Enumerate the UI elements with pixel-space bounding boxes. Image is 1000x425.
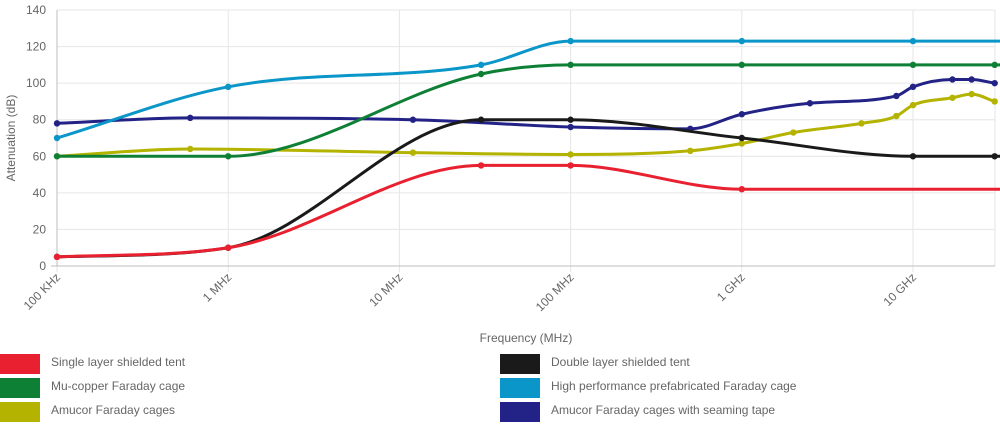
y-tick-label: 100	[26, 76, 46, 90]
data-point[interactable]	[790, 129, 797, 136]
series-line	[55, 77, 997, 131]
data-point[interactable]	[806, 100, 814, 107]
data-point[interactable]	[53, 153, 61, 160]
series-group	[53, 37, 1000, 142]
x-tick-label: 100 KHz	[21, 270, 63, 312]
data-point[interactable]	[968, 90, 975, 98]
data-point[interactable]	[991, 61, 998, 69]
chart-grid	[56, 9, 996, 272]
y-tick-label: 80	[33, 113, 47, 127]
data-point[interactable]	[949, 94, 956, 101]
legend-swatch	[500, 354, 540, 374]
data-point[interactable]	[225, 153, 232, 160]
y-tick-label: 140	[26, 3, 46, 17]
x-tick-label: 10 MHz	[366, 270, 405, 309]
y-tick-label: 60	[33, 149, 47, 163]
data-point[interactable]	[858, 120, 865, 127]
data-point[interactable]	[909, 61, 917, 69]
legend-label: Amucor Faraday cages with seaming tape	[551, 403, 776, 417]
legend-swatch	[500, 402, 540, 422]
y-tick-label: 40	[33, 186, 47, 200]
x-tick-label: 10 GHz	[880, 270, 919, 309]
chart-axes: 0 20 40 60 80 100 120 140 100 KHz 1 MHz 10 MHz 100 …	[21, 3, 995, 314]
legend-label: Amucor Faraday cages	[51, 403, 176, 417]
x-axis-title: Frequency (MHz)	[480, 331, 573, 345]
x-tick-label: 1 GHz	[714, 270, 748, 304]
legend-swatch	[500, 378, 540, 398]
data-point[interactable]	[409, 149, 417, 156]
x-tick-label: 1 MHz	[200, 270, 234, 304]
legend-swatch	[0, 402, 40, 422]
data-point[interactable]	[893, 112, 900, 120]
data-point[interactable]	[738, 61, 745, 69]
data-point[interactable]	[567, 61, 574, 69]
data-point[interactable]	[567, 151, 574, 158]
series-line	[55, 163, 1000, 259]
x-tick-label: 100 MHz	[533, 270, 577, 314]
series-group	[53, 90, 998, 160]
data-point[interactable]	[53, 120, 61, 127]
line-chart: 0 20 40 60 80 100 120 140 100 KHz 1 MHz 10 MHz 100 …	[4, 3, 1000, 345]
data-point[interactable]	[949, 76, 956, 83]
data-point[interactable]	[909, 153, 917, 160]
data-point[interactable]	[738, 111, 745, 118]
data-point[interactable]	[968, 76, 975, 83]
data-point[interactable]	[477, 70, 485, 78]
data-point[interactable]	[53, 253, 61, 261]
data-point[interactable]	[909, 83, 917, 91]
legend-label: High performance prefabricated Faraday c…	[551, 379, 797, 393]
data-point[interactable]	[738, 37, 745, 45]
y-tick-label: 120	[26, 40, 46, 54]
series-group	[53, 162, 1000, 261]
data-point[interactable]	[187, 114, 194, 122]
data-point[interactable]	[738, 134, 745, 142]
data-point[interactable]	[477, 116, 485, 123]
data-point[interactable]	[909, 101, 917, 109]
data-point[interactable]	[991, 98, 998, 105]
chart-legend: Single layer shielded tent Double layer s…	[0, 352, 1000, 425]
legend-label: Single layer shielded tent	[51, 355, 186, 369]
data-point[interactable]	[567, 37, 574, 45]
data-point[interactable]	[53, 134, 61, 142]
data-point[interactable]	[738, 140, 745, 147]
data-point[interactable]	[409, 116, 417, 123]
data-point[interactable]	[567, 123, 574, 131]
series-group	[53, 76, 998, 133]
chart-series	[53, 37, 1000, 261]
data-point[interactable]	[567, 116, 574, 123]
data-point[interactable]	[909, 37, 917, 45]
series-group	[53, 61, 1000, 160]
data-point[interactable]	[225, 83, 232, 91]
legend-swatch	[0, 354, 40, 374]
series-line	[55, 63, 1000, 158]
data-point[interactable]	[567, 162, 574, 169]
legend-label: Double layer shielded tent	[551, 355, 690, 369]
data-point[interactable]	[225, 244, 232, 251]
data-point[interactable]	[893, 92, 900, 100]
data-point[interactable]	[477, 61, 485, 69]
y-tick-label: 0	[39, 259, 46, 273]
data-point[interactable]	[687, 147, 694, 154]
data-point[interactable]	[187, 145, 194, 153]
y-axis-title: Attenuation (dB)	[4, 95, 18, 182]
legend-swatch	[0, 378, 40, 398]
y-tick-label: 20	[33, 222, 47, 236]
data-point[interactable]	[738, 186, 745, 193]
data-point[interactable]	[477, 162, 485, 169]
legend-label: Mu-copper Faraday cage	[51, 379, 186, 393]
data-point[interactable]	[991, 153, 998, 160]
data-point[interactable]	[991, 79, 998, 87]
